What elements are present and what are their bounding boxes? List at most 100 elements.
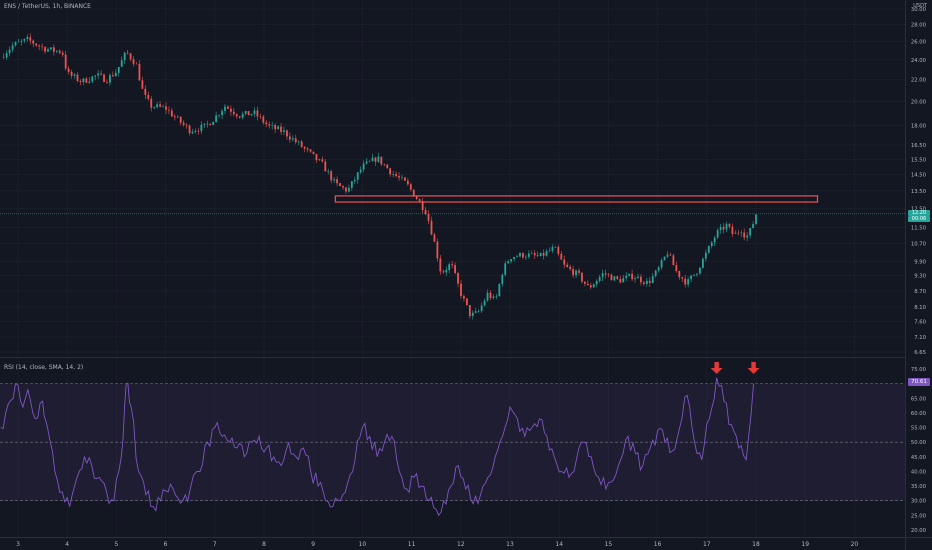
candle-body: [530, 253, 533, 254]
candle-body: [368, 160, 371, 162]
x-tick-label: 3: [16, 541, 20, 548]
candle-body: [569, 266, 572, 270]
candle-body: [690, 275, 692, 280]
down-arrow-icon: [747, 362, 760, 374]
rsi-label: RSI (14, close, SMA, 14, 2): [4, 364, 84, 371]
x-tick-label: 20: [851, 541, 859, 548]
candle-body: [716, 230, 719, 238]
candle-body: [489, 292, 492, 299]
x-tick-label: 9: [311, 541, 315, 548]
candle-body: [527, 253, 530, 257]
y-tick-label: 11.50: [911, 225, 927, 231]
candle-body: [433, 234, 436, 242]
x-tick-label: 7: [213, 541, 217, 548]
y-tick-label: 9.90: [914, 259, 926, 265]
candle-body: [291, 138, 294, 140]
candle-body: [138, 63, 141, 81]
candle-body: [176, 116, 179, 118]
y-tick-label: 7.60: [914, 320, 926, 326]
candle-body: [583, 281, 586, 284]
candle-body: [581, 272, 583, 282]
candle-body: [41, 46, 43, 48]
candle-body: [191, 131, 194, 134]
candle-body: [38, 45, 41, 47]
rsi-value-badge: 70.61: [908, 378, 930, 386]
candle-body: [734, 232, 737, 234]
candle-body: [88, 81, 91, 83]
candle-body: [533, 253, 536, 256]
rsi-tick-label: 75.00: [911, 367, 927, 373]
candle-body: [288, 136, 291, 140]
candle-body: [595, 281, 598, 285]
y-tick-label: 7.10: [914, 335, 926, 341]
candle-body: [442, 271, 445, 273]
candle-body: [173, 116, 176, 118]
candle-body: [687, 279, 690, 285]
candle-body: [657, 267, 660, 271]
candle-body: [725, 223, 728, 230]
candle-body: [566, 264, 569, 267]
candle-body: [498, 283, 501, 297]
candle-body: [539, 252, 542, 257]
candle-body: [221, 110, 223, 116]
candle-body: [483, 300, 486, 306]
candle-body: [156, 104, 159, 108]
candle-body: [409, 184, 412, 190]
candle-body: [554, 246, 557, 248]
candle-body: [327, 171, 330, 172]
candle-body: [11, 45, 14, 50]
x-tick-label: 15: [605, 541, 613, 548]
candle-body: [380, 156, 383, 165]
candle-body: [94, 75, 97, 77]
rsi-tick-label: 20.00: [911, 528, 927, 534]
y-tick-label: 8.10: [914, 305, 926, 311]
candle-body: [474, 311, 477, 313]
candle-body: [64, 54, 67, 69]
candle-body: [271, 125, 274, 126]
candle-body: [601, 273, 604, 278]
candle-body: [265, 122, 268, 125]
candle-body: [241, 113, 244, 118]
resistance-zone: [334, 195, 819, 203]
candle-body: [185, 124, 188, 126]
candle-body: [306, 148, 309, 150]
rsi-tick-label: 65.00: [911, 396, 927, 402]
candle-body: [524, 256, 527, 258]
candle-body: [168, 109, 170, 111]
candle-body: [232, 111, 235, 115]
candle-body: [672, 255, 675, 266]
candle-body: [333, 179, 336, 181]
candle-body: [227, 106, 229, 109]
x-tick-label: 8: [262, 541, 266, 548]
candle-body: [229, 108, 232, 112]
candle-body: [406, 180, 409, 185]
candle-body: [704, 252, 707, 259]
candle-body: [749, 228, 751, 236]
candle-body: [324, 161, 327, 172]
y-tick-label: 14.50: [911, 173, 927, 179]
candle-body: [350, 181, 353, 188]
candle-body: [592, 284, 595, 288]
candle-body: [693, 274, 695, 276]
candle-body: [578, 270, 580, 273]
candle-body: [495, 296, 498, 297]
candle-body: [480, 305, 483, 312]
candle-body: [135, 63, 138, 65]
candle-body: [622, 278, 625, 283]
candle-body: [424, 209, 427, 214]
candle-body: [637, 276, 639, 279]
candle-body: [188, 125, 191, 134]
rsi-tick-label: 35.00: [911, 484, 927, 490]
candle-body: [737, 232, 740, 234]
y-tick-label: 13.50: [911, 189, 927, 195]
candle-body: [516, 256, 518, 258]
candle-body: [719, 226, 722, 231]
y-tick-label: 12.50: [911, 206, 927, 212]
candle-body: [510, 259, 513, 262]
candle-body: [194, 130, 197, 132]
candle-body: [651, 276, 654, 283]
candle-body: [44, 47, 46, 52]
candle-body: [235, 114, 238, 117]
candle-body: [182, 122, 185, 125]
candle-body: [117, 66, 120, 73]
